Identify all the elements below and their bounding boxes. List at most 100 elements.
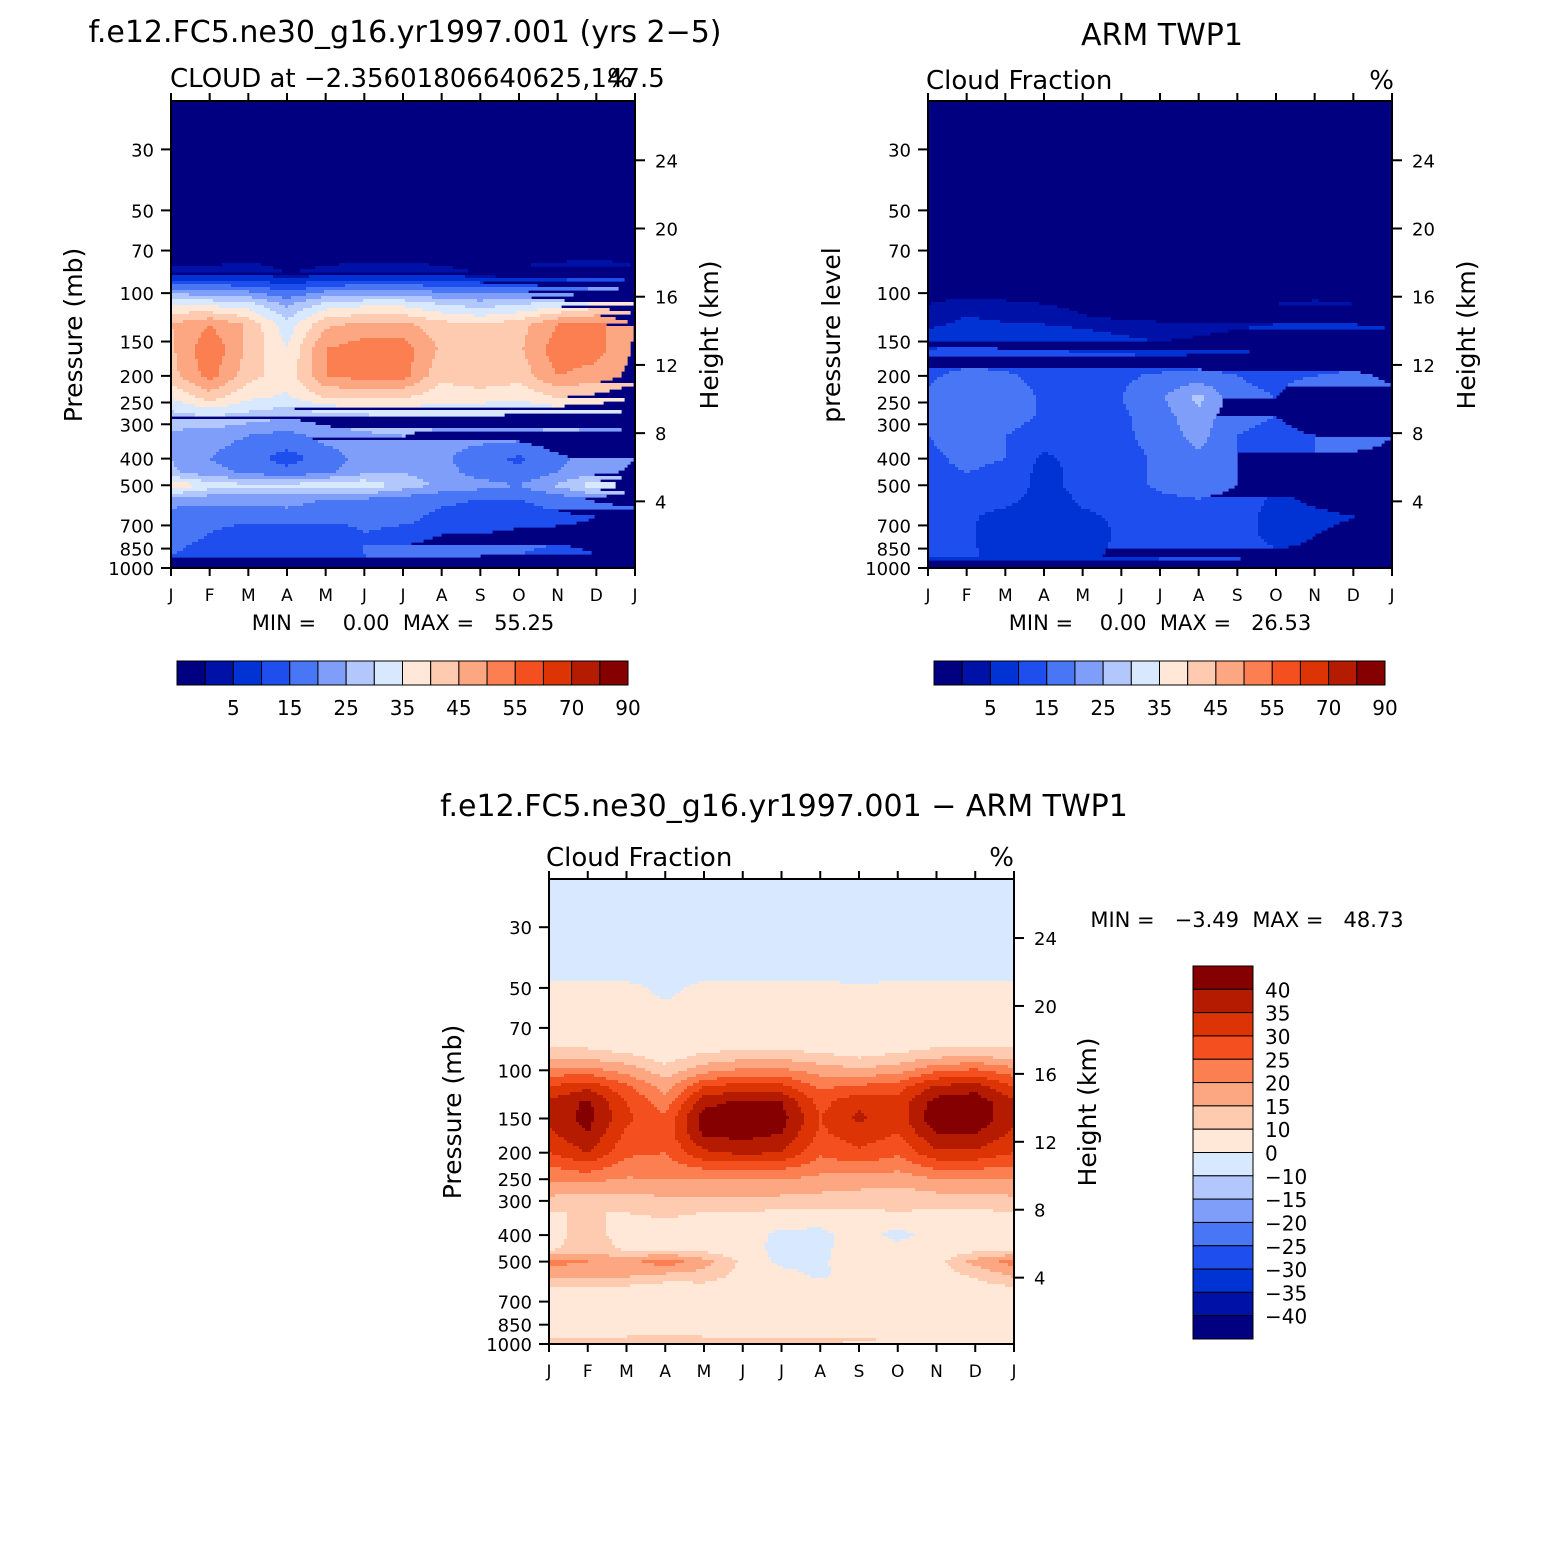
contour-cell [1237,437,1316,441]
contour-cell [171,347,175,351]
contour-cell [1063,476,1148,480]
contour-cell [222,362,241,366]
contour-cell [549,1068,604,1072]
contour-cell [549,1011,1015,1015]
contour-cell [339,386,406,390]
contour-cell [549,1212,568,1216]
contour-cell [324,329,424,333]
contour-cell [1096,512,1259,516]
contour-cell [927,1104,994,1108]
contour-cell [1315,449,1358,453]
contour-cell [549,951,1015,955]
contour-cell [801,1080,901,1084]
contour-cell [171,389,184,393]
contour-cell [964,470,971,474]
contour-cell [885,1053,1015,1057]
contour-cell [909,1236,1015,1240]
contour-cell [1126,389,1175,393]
contour-cell [696,1101,727,1105]
contour-cell [297,371,313,375]
contour-cell [792,1086,817,1090]
contour-cell [1030,473,1064,477]
contour-cell [1090,509,1262,513]
contour-cell [456,464,565,468]
contour-cell [666,1092,682,1096]
contour-cell [240,359,265,363]
contour-cell [603,1095,622,1099]
contour-cell [976,524,1109,528]
contour-cell [174,332,202,336]
contour-cell [822,1122,910,1126]
contour-cell [1021,497,1073,501]
contour-cell [213,455,271,459]
contour-cell [249,434,307,438]
contour-cell [558,482,586,486]
contour-cell [531,323,559,327]
contour-cell [546,353,604,357]
contour-cell [1005,1254,1015,1258]
contour-cell [594,1107,610,1111]
contour-cell [549,1023,1015,1027]
contour-cell [624,1098,649,1102]
contour-cell [321,383,415,387]
contour-cell [363,548,535,552]
contour-cell [1015,428,1133,432]
contour-cell [732,1152,763,1156]
contour-cell [858,1110,862,1114]
y-tick-label: 300 [498,1192,532,1213]
contour-cell [937,377,1022,381]
contour-cell [663,1062,667,1066]
contour-cell [810,1083,868,1087]
contour-cell [798,1269,832,1273]
contour-cell [666,1272,730,1276]
contour-cell [928,455,947,459]
contour-cell [171,425,226,429]
contour-cell [948,1263,973,1267]
contour-cell [276,452,298,456]
contour-cell [306,332,322,336]
y-tick-label: 70 [888,242,911,263]
contour-cell [837,1158,880,1162]
contour-cell [453,266,511,270]
contour-cell [417,476,475,480]
contour-cell [423,479,490,483]
colorbar-swatch [1192,1012,1254,1037]
contour-cell [579,1122,592,1126]
contour-cell [885,1137,904,1141]
contour-cell [312,347,328,351]
contour-cell [351,428,433,432]
contour-cell [549,936,1015,940]
panel-obs-minmax: MIN = 0.00 MAX = 26.53 [1009,611,1311,635]
contour-cell [663,1092,667,1096]
contour-cell [432,359,529,363]
contour-cell [831,1257,952,1261]
contour-cell [708,1062,817,1066]
contour-cell [264,341,286,345]
contour-cell [633,1176,802,1180]
contour-cell [564,494,607,498]
contour-cell [1204,383,1253,387]
contour-cell [999,1080,1015,1084]
colorbar-swatch [289,660,319,686]
colorbar-swatch [458,660,488,686]
contour-cell [198,368,220,372]
contour-cell [177,368,199,372]
contour-cell [946,299,1007,303]
contour-cell [432,296,532,300]
contour-cell [171,323,244,327]
contour-cell [633,1116,676,1120]
contour-cell [987,1098,1015,1102]
contour-cell [171,263,223,267]
contour-cell [979,467,1034,471]
contour-cell [1132,419,1178,423]
panel-diff-minmax: MIN = −3.49 MAX = 48.73 [1090,908,1403,932]
contour-cell [528,362,553,366]
colorbar-swatch [1192,1291,1254,1317]
contour-cell [261,314,283,318]
contour-cell [174,335,202,339]
contour-cell [786,1167,934,1171]
panel-obs-subtitle: Cloud Fraction [926,66,1112,96]
contour-cell [888,1230,907,1234]
contour-cell [819,1074,877,1078]
contour-cell [969,1275,1012,1279]
